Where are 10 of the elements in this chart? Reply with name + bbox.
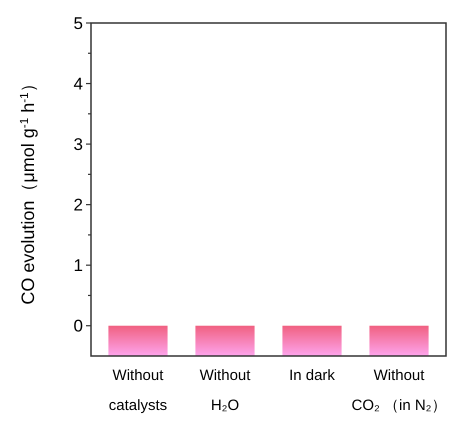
y-tick-label: 4 [74, 74, 83, 94]
y-tick-label: 3 [74, 135, 83, 154]
y-tick-label: 1 [74, 256, 83, 276]
y-tick-label: 2 [74, 196, 83, 215]
x-tick-label: In dark [289, 367, 336, 384]
y-tick-label: 0 [74, 316, 83, 336]
x-tick-label: Without catalysts [108, 367, 168, 414]
y-tick-label: 5 [74, 14, 83, 33]
x-tick-label: Without H₂O [200, 367, 252, 414]
x-tick-label: Without CO₂ （in N₂） [352, 367, 447, 414]
